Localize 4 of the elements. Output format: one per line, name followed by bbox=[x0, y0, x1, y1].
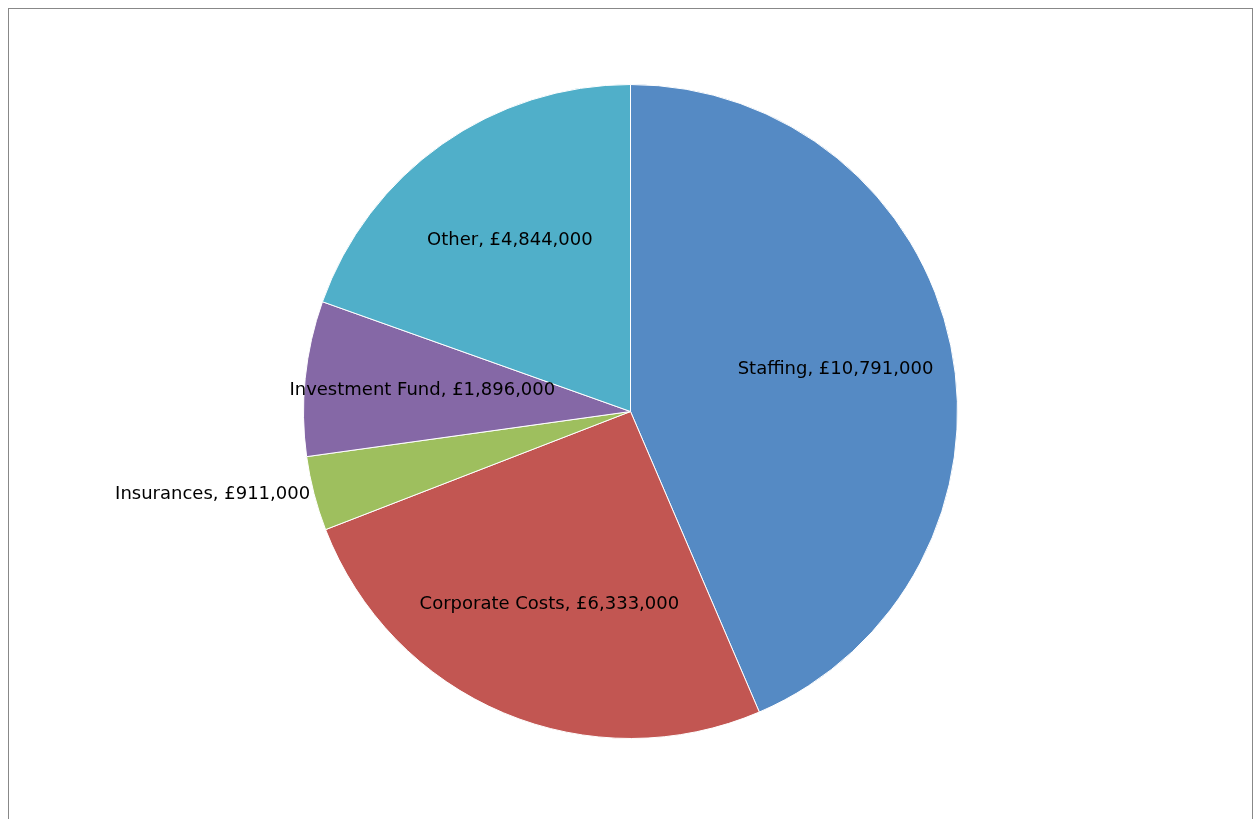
slice-label: Corporate Costs, £6,333,000 bbox=[419, 592, 680, 614]
slice-label: Other, £4,844,000 bbox=[427, 228, 593, 250]
slice-label: Insurances, £911,000 bbox=[115, 482, 311, 504]
slice-label: Staffing, £10,791,000 bbox=[737, 357, 934, 379]
